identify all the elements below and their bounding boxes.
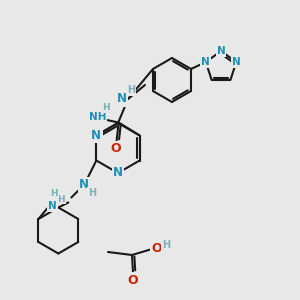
Text: NH: NH [89,112,106,122]
Text: N: N [117,92,127,106]
Text: H: H [162,240,170,250]
Text: N: N [91,129,101,142]
Text: N: N [232,57,241,67]
Text: O: O [110,142,121,155]
Text: O: O [128,274,138,286]
Text: N: N [113,167,123,179]
Text: H: H [127,85,135,95]
Text: H: H [102,103,110,112]
Text: O: O [152,242,162,254]
Text: H: H [58,194,65,203]
Text: N: N [79,178,89,191]
Text: H: H [88,188,96,197]
Text: N: N [202,57,210,67]
Text: N: N [48,201,57,211]
Text: H: H [51,188,58,197]
Text: N: N [217,46,225,56]
